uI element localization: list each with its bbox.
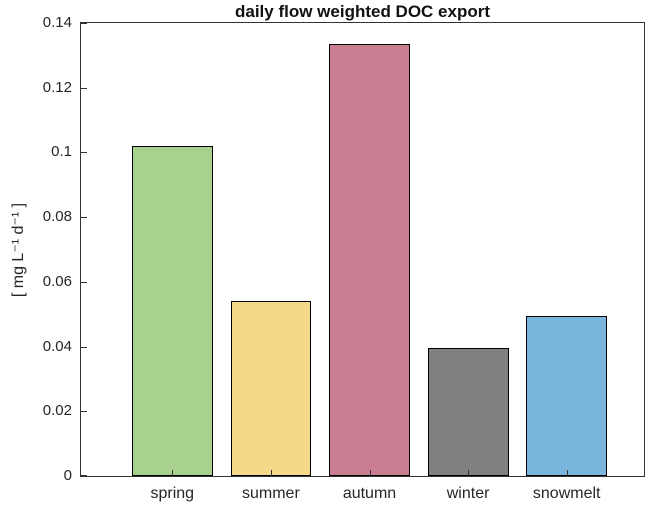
x-tick-label-spring: spring — [150, 485, 195, 502]
bar-snowmelt — [526, 315, 608, 476]
y-tick-label: 0.12 — [42, 78, 72, 96]
bar-summer — [230, 301, 312, 476]
y-tick-mark — [81, 152, 87, 154]
x-tick-label-winter: winter — [446, 485, 490, 502]
y-tick-mark — [81, 281, 87, 283]
x-tick-mark — [270, 470, 272, 476]
y-tick-label: 0 — [63, 467, 72, 484]
bar-winter — [427, 348, 509, 476]
y-tick-label: 0.04 — [42, 337, 72, 355]
bar-autumn — [329, 44, 410, 476]
x-tick-mark — [468, 470, 470, 476]
chart-title: daily flow weighted DOC export — [234, 2, 491, 21]
x-tick-mark — [566, 470, 568, 476]
y-tick-mark — [81, 475, 87, 476]
x-tick-label-autumn: autumn — [342, 485, 397, 502]
x-tick-mark — [172, 470, 174, 476]
y-tick-label: 0.14 — [42, 14, 72, 31]
plot-area — [80, 22, 645, 477]
bar-spring — [131, 146, 213, 476]
y-tick-mark — [81, 346, 87, 348]
x-tick-label-snowmelt: snowmelt — [532, 485, 601, 502]
y-tick-mark — [81, 23, 87, 24]
y-tick-mark — [81, 87, 87, 89]
y-tick-label: 0.1 — [51, 143, 72, 161]
y-tick-mark — [81, 217, 87, 219]
y-tick-label: 0.06 — [42, 272, 72, 290]
y-tick-label: 0.08 — [42, 208, 72, 226]
x-tick-mark — [369, 470, 371, 476]
x-tick-label-summer: summer — [242, 485, 300, 502]
y-tick-label: 0.02 — [42, 402, 72, 420]
y-tick-mark — [81, 411, 87, 413]
